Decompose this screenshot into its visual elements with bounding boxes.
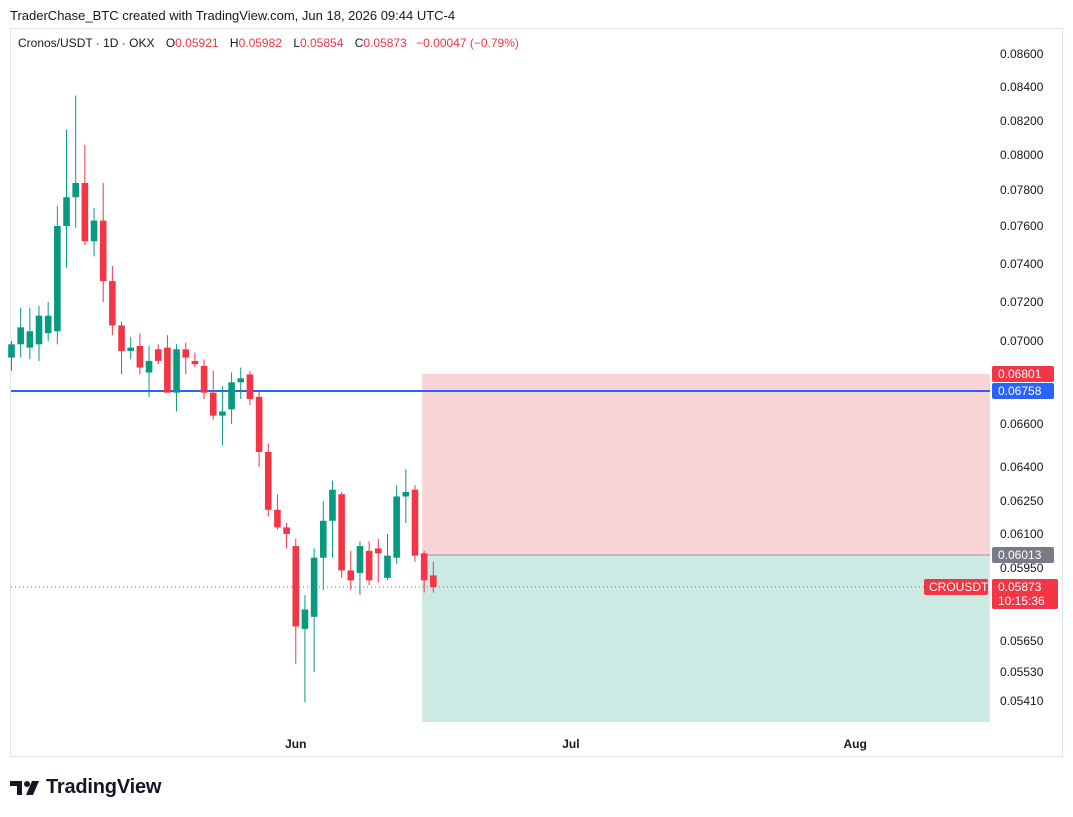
level-price-badge: 0.06758 [998, 384, 1042, 398]
low-label: L [293, 36, 300, 50]
close-label: C [354, 36, 364, 50]
candle-body [255, 396, 263, 452]
candle-body [173, 349, 180, 393]
candle-body [54, 226, 61, 332]
x-axis-tick-label: Aug [843, 737, 866, 751]
y-axis-tick-label: 0.07800 [1000, 183, 1044, 197]
y-axis-tick-label: 0.08200 [1000, 114, 1044, 128]
candle-body [356, 546, 364, 573]
take-profit-zone [422, 555, 990, 722]
close-value: 0.05873 [363, 36, 407, 50]
candle-body [283, 527, 290, 534]
y-axis-tick-label: 0.06400 [1000, 460, 1044, 474]
candle-body [319, 520, 327, 558]
x-axis-tick-label: Jul [562, 737, 579, 751]
candle-body [35, 315, 43, 345]
y-axis-tick-label: 0.08000 [1000, 148, 1044, 162]
chart-attribution: TraderChase_BTC created with TradingView… [10, 8, 456, 23]
symbol-description[interactable]: Cronos/USDT · 1D · OKX [18, 36, 155, 50]
candle-body [375, 548, 382, 554]
last-price-value: 0.05873 [998, 580, 1042, 594]
stop-price-badge: 0.06801 [998, 367, 1042, 381]
candle-body [384, 555, 391, 578]
entry-price-badge: 0.06013 [998, 548, 1042, 562]
candle-body [209, 392, 217, 416]
candle-body [99, 220, 107, 282]
tradingview-logo[interactable]: TradingView [10, 776, 161, 799]
open-label: O [165, 36, 176, 50]
candle-body [310, 557, 318, 617]
candle-body [72, 183, 79, 198]
candle-body [274, 509, 281, 528]
symbol-legend: Cronos/USDT · 1D · OKX O0.05921 H0.05982… [18, 36, 519, 50]
y-axis-tick-label: 0.05410 [1000, 694, 1044, 708]
candle-body [63, 197, 70, 226]
candle-body [292, 546, 300, 627]
stop-loss-zone [422, 374, 990, 555]
candle-body [127, 347, 135, 351]
candle-body [191, 360, 199, 365]
tradingview-logo-text: TradingView [46, 776, 162, 798]
candle-body [347, 570, 355, 581]
candle-body [109, 281, 116, 326]
tradingview-logo-icon [10, 780, 39, 795]
y-axis-tick-label: 0.07400 [1000, 257, 1044, 271]
candle-body [301, 609, 309, 629]
candle-body [365, 550, 373, 581]
candle-body [264, 451, 272, 510]
candle-body [237, 378, 245, 383]
candle-body [228, 382, 235, 410]
candle-body [246, 374, 254, 399]
chart-frame [10, 28, 1063, 757]
y-axis-tick-label: 0.06600 [1000, 417, 1044, 431]
stop-price-badge-bg [992, 366, 1054, 382]
candle-body [393, 496, 400, 558]
y-axis-tick-label: 0.08400 [1000, 80, 1044, 94]
last-price-badge-bg [992, 579, 1058, 609]
change-value: −0.00047 (−0.79%) [416, 36, 519, 50]
y-axis-tick-label: 0.06100 [1000, 527, 1044, 541]
y-axis-tick-label: 0.05530 [1000, 665, 1044, 679]
candle-body [338, 494, 345, 571]
candle-body [402, 491, 410, 497]
symbol-tag: CROUSDT [929, 580, 989, 594]
bar-countdown: 10:15:36 [998, 594, 1045, 608]
candle-body [145, 360, 153, 373]
y-axis-tick-label: 0.07200 [1000, 295, 1044, 309]
candle-body [26, 331, 34, 348]
open-value: 0.05921 [175, 36, 219, 50]
y-axis-tick-label: 0.08600 [1000, 47, 1044, 61]
symbol-tag-bg [924, 579, 988, 595]
candle-body [17, 327, 24, 345]
high-label: H [229, 36, 239, 50]
candle-body [430, 575, 437, 587]
y-axis-tick-label: 0.07600 [1000, 219, 1044, 233]
candle-body [154, 349, 162, 361]
candle-body [44, 315, 52, 334]
candle-body [164, 347, 171, 393]
candle-body [182, 349, 190, 358]
x-axis-tick-label: Jun [285, 737, 306, 751]
high-value: 0.05982 [238, 36, 282, 50]
candle-body [90, 220, 98, 242]
candle-body [411, 489, 419, 556]
y-axis-tick-label: 0.05950 [1000, 561, 1044, 575]
entry-price-badge-bg [992, 547, 1054, 563]
y-axis-tick-label: 0.06250 [1000, 494, 1044, 508]
y-axis-tick-label: 0.05650 [1000, 634, 1044, 648]
candle-body [8, 344, 15, 358]
candle-body [329, 489, 336, 521]
low-value: 0.05854 [300, 36, 344, 50]
y-axis-tick-label: 0.07000 [1000, 334, 1044, 348]
level-price-badge-bg [992, 383, 1054, 399]
candles-group [8, 95, 437, 703]
candle-body [219, 411, 226, 416]
candle-body [420, 553, 428, 581]
candle-body [81, 183, 89, 242]
candle-body [136, 345, 144, 368]
candle-body [200, 365, 208, 393]
candle-body [118, 325, 125, 351]
